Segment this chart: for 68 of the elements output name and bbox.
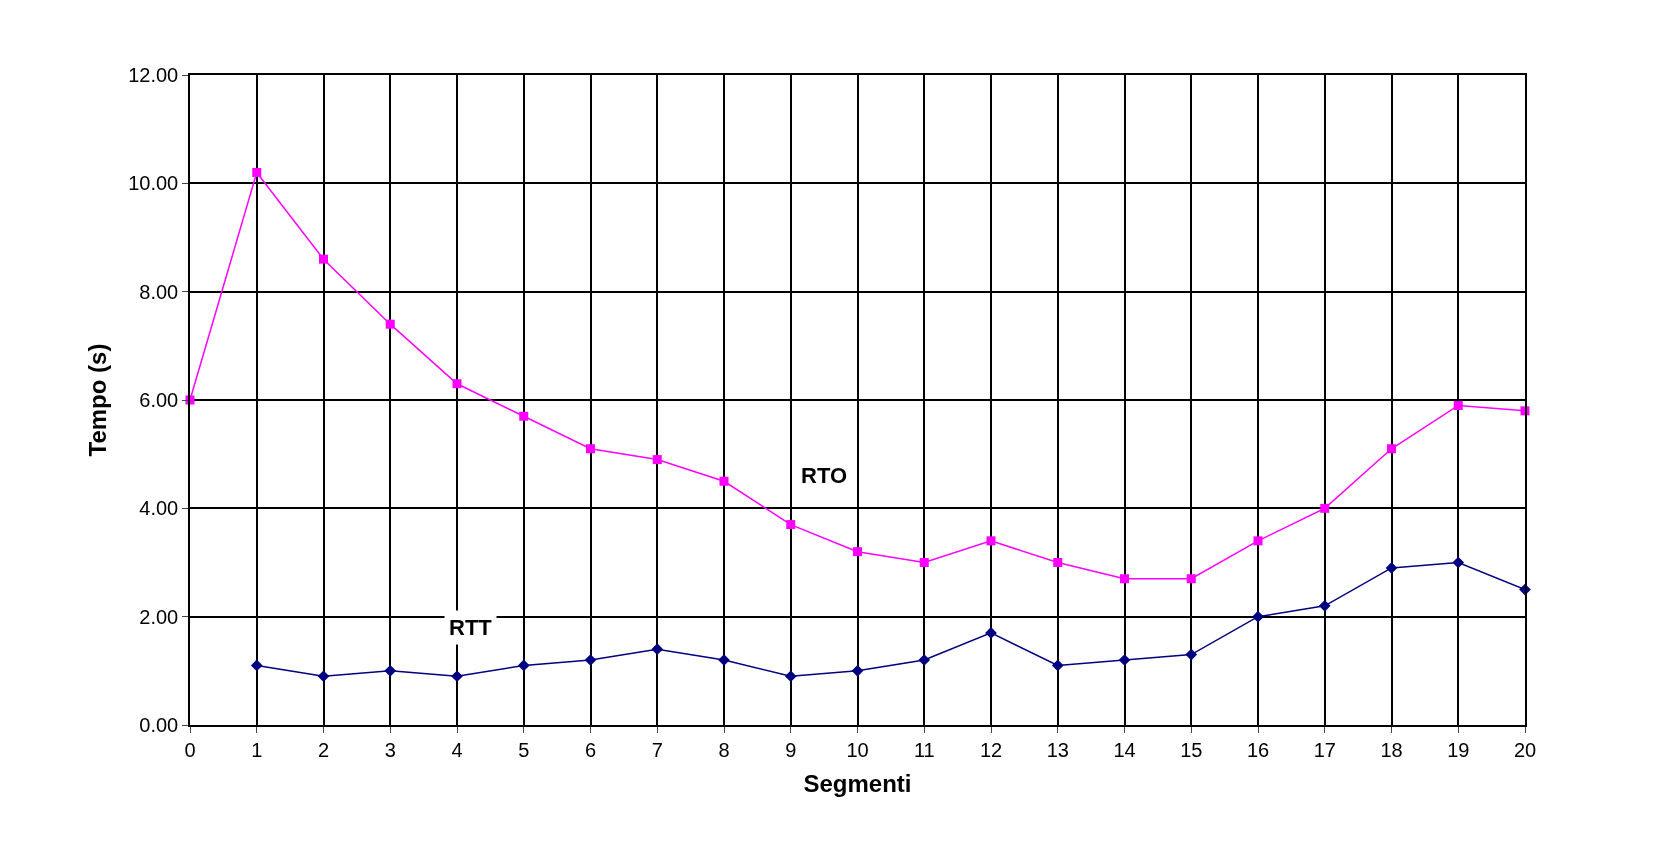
- point: [1385, 562, 1398, 574]
- point: [1452, 556, 1465, 569]
- point: [851, 664, 864, 677]
- x-tick-label: 19: [1447, 738, 1470, 761]
- point: [1320, 503, 1330, 513]
- x-tick-label: 14: [1113, 738, 1136, 761]
- x-tick-label: 4: [451, 738, 463, 761]
- point: [586, 444, 595, 454]
- y-tick-label: 2.00: [139, 605, 179, 628]
- x-tick-label: 18: [1380, 738, 1403, 761]
- x-tick-label: 16: [1246, 738, 1270, 761]
- x-tick-label: 3: [384, 738, 396, 761]
- point: [519, 411, 529, 421]
- x-tick-label: 20: [1513, 738, 1537, 761]
- point: [652, 455, 662, 465]
- point: [719, 476, 729, 486]
- series-label: RTT: [449, 615, 493, 640]
- series-label: RTO: [801, 463, 848, 488]
- point: [319, 254, 328, 264]
- x-tick-label: 17: [1313, 738, 1336, 761]
- x-tick-label: 6: [584, 738, 597, 761]
- x-tick-label: 7: [651, 738, 663, 761]
- x-tick-label: 2: [317, 738, 330, 761]
- point: [786, 520, 796, 530]
- point: [584, 654, 597, 666]
- x-tick-label: 5: [518, 738, 530, 761]
- point: [1253, 536, 1263, 546]
- point: [986, 536, 996, 546]
- y-tick-label: 4.00: [139, 497, 179, 520]
- point: [1252, 610, 1264, 623]
- x-tick-label: 1: [251, 738, 263, 761]
- point: [1185, 648, 1198, 661]
- x-tick-label: 8: [718, 738, 730, 761]
- point: [384, 664, 397, 677]
- point: [317, 670, 330, 683]
- x-axis-title: Segmenti: [803, 769, 912, 797]
- point: [1387, 444, 1396, 454]
- point: [784, 670, 797, 683]
- y-tick-label: 10.00: [128, 172, 179, 195]
- x-tick-label: 12: [979, 738, 1003, 761]
- point: [651, 643, 664, 656]
- point: [385, 319, 395, 329]
- point: [252, 168, 262, 177]
- point: [451, 670, 463, 683]
- point: [918, 654, 931, 666]
- point: [517, 659, 530, 672]
- x-tick-label: 9: [785, 738, 797, 761]
- y-axis-title: Tempo (s): [83, 343, 111, 457]
- point: [1053, 558, 1063, 567]
- point: [1318, 599, 1331, 612]
- y-tick-label: 6.00: [139, 389, 179, 411]
- y-tick-label: 12.00: [128, 64, 179, 86]
- x-tick-label: 15: [1180, 738, 1203, 761]
- point: [919, 558, 929, 567]
- y-tick-label: 8.00: [139, 280, 179, 303]
- x-tick-label: 0: [184, 738, 196, 761]
- point: [853, 547, 862, 557]
- x-tick-label: 11: [913, 738, 935, 761]
- point: [1186, 574, 1196, 584]
- point: [1118, 654, 1131, 666]
- x-tick-label: 10: [846, 738, 869, 761]
- point: [452, 379, 462, 389]
- point: [250, 659, 263, 672]
- y-tick-label: 0.00: [139, 714, 179, 736]
- point: [1453, 400, 1463, 410]
- point: [1120, 574, 1129, 584]
- point: [1051, 659, 1064, 672]
- x-tick-label: 13: [1046, 738, 1069, 761]
